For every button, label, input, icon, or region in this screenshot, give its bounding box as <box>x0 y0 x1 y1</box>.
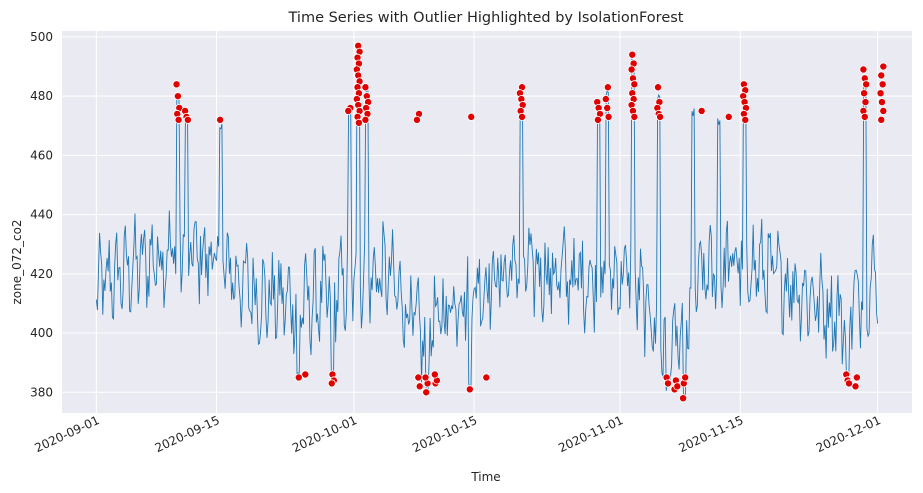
outlier-point <box>344 106 353 115</box>
outlier-point <box>879 62 888 71</box>
outlier-point <box>627 65 636 74</box>
chart-title: Time Series with Outlier Highlighted by … <box>288 10 684 26</box>
outlier-point <box>173 92 182 101</box>
y-tick-label: 440 <box>30 208 53 222</box>
outlier-point <box>876 89 885 98</box>
outlier-point <box>844 379 853 388</box>
outlier-point <box>697 106 706 115</box>
outlier-point <box>174 115 183 124</box>
outlier-point <box>673 382 682 391</box>
y-tick-label: 500 <box>30 30 53 44</box>
x-tick-label: 2020-11-01 <box>556 413 625 455</box>
outlier-point <box>593 115 602 124</box>
y-tick-label: 480 <box>30 89 53 103</box>
x-tick-label: 2020-10-01 <box>290 413 359 455</box>
outlier-point <box>860 112 869 121</box>
outlier-point <box>301 370 310 379</box>
outlier-point <box>465 385 474 394</box>
x-tick-label: 2020-10-15 <box>410 413 479 455</box>
y-axis-label: zone_072_co2 <box>10 219 24 304</box>
y-tick-label: 460 <box>30 148 53 162</box>
outlier-point <box>467 112 476 121</box>
outlier-point <box>628 50 637 59</box>
outlier-point <box>354 118 363 127</box>
co2-series-line <box>95 51 879 398</box>
outlier-point <box>879 106 888 115</box>
outlier-point <box>681 373 690 382</box>
outlier-point <box>878 80 887 89</box>
outlier-point <box>414 373 423 382</box>
x-tick-label: 2020-09-15 <box>153 413 222 455</box>
outlier-point <box>859 65 868 74</box>
outlier-point <box>851 382 860 391</box>
plot-background <box>62 31 912 413</box>
outlier-point <box>852 373 861 382</box>
outlier-point <box>860 89 869 98</box>
outlier-point <box>741 115 750 124</box>
outlier-point <box>656 112 665 121</box>
outlier-point <box>421 373 430 382</box>
outlier-point <box>663 379 672 388</box>
y-tick-label: 380 <box>30 385 53 399</box>
x-tick-label: 2020-12-01 <box>814 413 883 455</box>
outlier-point <box>216 115 225 124</box>
x-tick-label: 2020-11-15 <box>676 413 745 455</box>
outlier-point <box>415 382 424 391</box>
outlier-point <box>361 115 370 124</box>
outlier-point <box>361 83 370 92</box>
outlier-point <box>654 83 663 92</box>
outlier-point <box>877 115 886 124</box>
outlier-point <box>630 112 639 121</box>
outlier-point <box>172 80 181 89</box>
outlier-point <box>327 379 336 388</box>
outlier-point <box>877 98 886 107</box>
outlier-point <box>183 115 192 124</box>
y-tick-label: 420 <box>30 267 53 281</box>
outlier-point <box>430 370 439 379</box>
outlier-point <box>862 80 871 89</box>
outlier-point <box>412 115 421 124</box>
outlier-point <box>518 112 527 121</box>
outlier-point <box>724 112 733 121</box>
x-tick-label: 2020-09-01 <box>32 413 101 455</box>
x-axis-label: Time <box>470 470 500 484</box>
outlier-point <box>603 103 612 112</box>
outlier-point <box>630 80 639 89</box>
outlier-point <box>679 394 688 403</box>
plot-area: 380 400 420 440 460 480 500 2020-09-01 2020-09-1… <box>30 30 912 455</box>
outlier-point <box>603 83 612 92</box>
outlier-point <box>861 98 870 107</box>
outlier-point <box>294 373 303 382</box>
outlier-point <box>877 71 886 80</box>
outlier-point <box>482 373 491 382</box>
y-tick-label: 400 <box>30 326 53 340</box>
outlier-point <box>422 388 431 397</box>
outlier-point <box>601 95 610 104</box>
outlier-point <box>604 112 613 121</box>
